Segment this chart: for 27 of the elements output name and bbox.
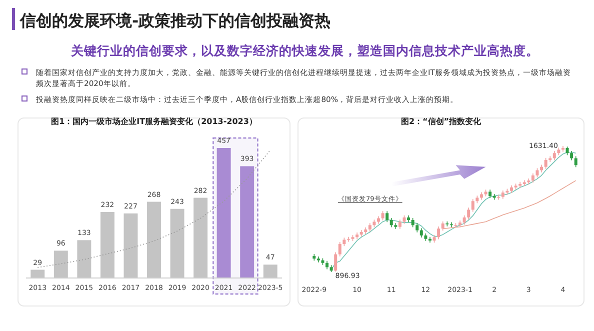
- candlestick: [411, 218, 414, 228]
- candlestick: [531, 172, 534, 184]
- chart-title: 图1：国内一级市场企业IT服务融资变化（2013-2023）: [51, 116, 257, 126]
- candlestick: [462, 214, 466, 226]
- candlestick: [437, 226, 440, 240]
- candlestick: [552, 150, 556, 161]
- candlestick: [386, 210, 389, 222]
- bar: [240, 166, 254, 278]
- candlestick: [467, 207, 470, 220]
- text: 信创的发展环境-政策推动下的信创投融资热: [19, 11, 331, 30]
- candlestick: [441, 220, 444, 232]
- candlestick: [544, 158, 548, 170]
- candlestick: [334, 252, 338, 272]
- candlestick: [416, 222, 419, 233]
- candlestick: [381, 210, 384, 221]
- candlestick: [338, 242, 342, 257]
- bar: [216, 148, 231, 278]
- text: 关键行业的信创要求，以及数字经济的快速发展，塑造国内信息技术产业高热度。: [70, 43, 539, 58]
- candlestick: [574, 156, 578, 168]
- candlestick: [471, 198, 474, 212]
- candlestick: [536, 168, 539, 178]
- chart-title: 图2：“信创”指数变化: [400, 116, 482, 126]
- candlestick: [570, 150, 574, 161]
- candlestick: [390, 218, 393, 228]
- candlestick: [398, 219, 402, 230]
- candlestick: [420, 228, 423, 238]
- candlestick: [446, 220, 449, 227]
